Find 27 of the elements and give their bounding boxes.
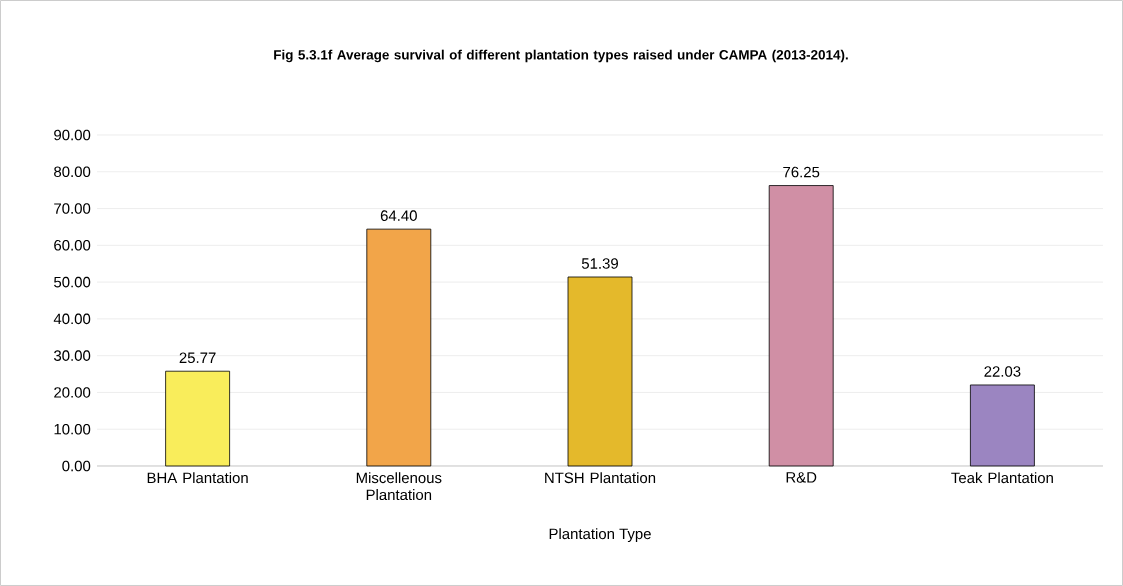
data-label: 64.40 xyxy=(380,210,417,221)
y-tick-label: 10.00 xyxy=(54,423,91,435)
bar xyxy=(768,185,834,467)
data-label: 76.25 xyxy=(783,166,820,178)
x-axis-title: Plantation Type xyxy=(549,528,651,543)
x-tick-label: Miscellenous Plantation xyxy=(356,472,442,501)
x-tick-label: R&D xyxy=(786,472,817,483)
y-tick-label: 40.00 xyxy=(53,313,91,325)
y-tick-label: 20.00 xyxy=(54,387,91,398)
x-tick-label: Teak Plantation xyxy=(951,472,1053,484)
y-tick-label: 70.00 xyxy=(54,203,91,214)
y-tick-label: 60.00 xyxy=(54,240,91,251)
data-label: 25.77 xyxy=(179,352,216,364)
y-tick-label: 50.00 xyxy=(54,276,91,288)
bar xyxy=(165,370,231,467)
y-tick-label: 80.00 xyxy=(54,166,91,178)
data-label: 22.03 xyxy=(984,366,1021,377)
y-tick-label: 30.00 xyxy=(53,350,91,361)
chart-title: Fig 5.3.1f Average survival of different plantation types raised under CAMPA (2013-2014). xyxy=(274,49,848,63)
x-tick-label: NTSH Plantation xyxy=(545,472,656,484)
x-tick-label: BHA Plantation xyxy=(147,472,248,484)
data-label: 51.39 xyxy=(581,258,618,269)
y-tick-label: 0.00 xyxy=(62,460,91,472)
bar xyxy=(969,384,1035,467)
bar xyxy=(366,228,432,467)
bar xyxy=(567,276,633,467)
y-tick-label: 90.00 xyxy=(54,129,91,141)
